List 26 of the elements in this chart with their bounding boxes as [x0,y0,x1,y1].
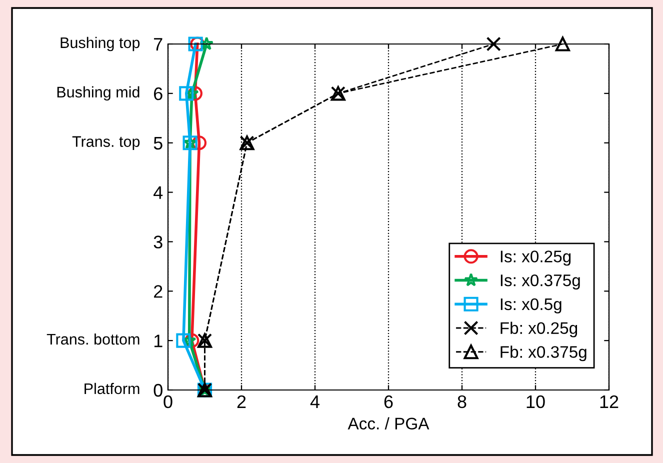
x-tick-label: 6 [384,395,393,408]
y-tick-label: 2 [154,285,162,298]
text: Platform [84,382,140,394]
y-tick-label: 6 [154,87,162,100]
x-tick-label: 2 [237,395,246,408]
text: Bushing top [60,36,140,52]
y-tick-label: 3 [154,236,162,248]
text: Trans. bottom [46,333,140,345]
x-axis-title: Acc. / PGA [348,417,430,430]
legend-label: Is: x0.5g [500,298,562,314]
x-tick-label: 8 [458,395,466,408]
y-tick-label: 7 [154,38,162,51]
x-tick-label: 12 [600,395,618,408]
text: Bushing mid [57,86,140,101]
y-tick-label: 1 [154,334,162,348]
x-tick-label: 4 [310,396,320,408]
text: Trans. top [72,136,140,150]
y-tick-label: 4 [154,186,163,199]
y-tick-label: 0 [154,384,162,397]
x-tick-label: 10 [526,395,545,408]
legend-label: Is: x0.375g [500,274,580,290]
legend-label: Fb: x0.25g [500,322,578,338]
y-tick-label: 5 [154,136,162,150]
legend-label: Fb: x0.375g [500,346,586,362]
x-tick-label: 0 [164,395,172,408]
legend-label: Is: x0.25g [500,250,571,266]
